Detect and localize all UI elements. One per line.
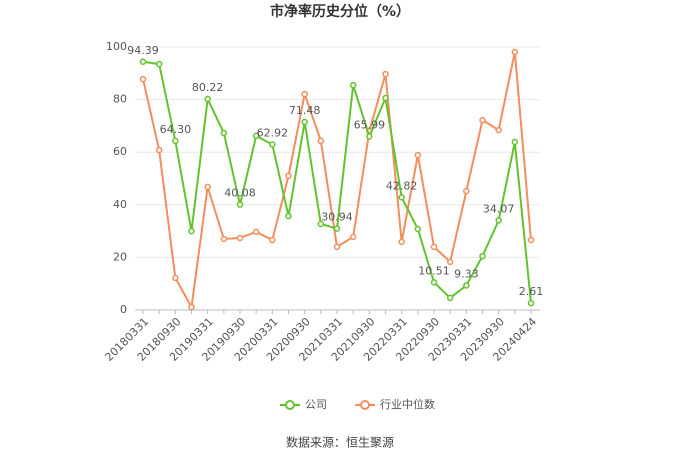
point bbox=[398, 194, 405, 201]
point bbox=[382, 70, 389, 78]
point bbox=[301, 118, 308, 126]
point bbox=[430, 279, 438, 286]
point bbox=[349, 81, 357, 89]
point bbox=[172, 137, 179, 145]
point bbox=[252, 228, 260, 236]
y-tick-label: 20 bbox=[113, 250, 127, 263]
point bbox=[252, 132, 260, 140]
point bbox=[285, 172, 292, 180]
point bbox=[511, 48, 519, 56]
point bbox=[155, 60, 163, 68]
y-tick-label: 100 bbox=[106, 40, 127, 53]
point bbox=[155, 146, 163, 154]
data-label: 65.99 bbox=[354, 118, 386, 131]
point bbox=[527, 299, 535, 307]
point bbox=[139, 58, 147, 66]
data-label: 71.48 bbox=[289, 104, 321, 117]
point bbox=[446, 294, 454, 302]
point bbox=[349, 233, 357, 241]
point bbox=[511, 138, 519, 146]
point bbox=[463, 187, 470, 195]
point bbox=[495, 126, 502, 134]
point bbox=[301, 90, 308, 98]
point bbox=[366, 133, 373, 140]
data-label: 40.08 bbox=[224, 187, 256, 200]
y-tick-label: 60 bbox=[113, 145, 127, 158]
source: 数据来源：恒生聚源 bbox=[286, 435, 394, 450]
y-tick-label: 0 bbox=[120, 303, 127, 316]
point bbox=[430, 243, 438, 251]
legend-marker bbox=[360, 400, 370, 410]
point bbox=[204, 183, 211, 191]
point bbox=[446, 258, 454, 266]
point bbox=[527, 236, 535, 244]
point bbox=[285, 212, 292, 220]
data-label: 80.22 bbox=[192, 81, 224, 94]
data-label: 10.51 bbox=[418, 264, 450, 277]
data-label: 30.94 bbox=[321, 211, 353, 224]
point bbox=[414, 225, 422, 233]
point bbox=[236, 234, 244, 242]
point bbox=[317, 137, 325, 145]
point bbox=[414, 151, 422, 159]
point bbox=[220, 129, 228, 137]
point bbox=[495, 217, 502, 224]
point bbox=[398, 238, 405, 246]
point bbox=[333, 225, 341, 232]
data-label: 2.61 bbox=[519, 285, 544, 298]
point bbox=[139, 75, 147, 83]
legend-marker bbox=[285, 400, 295, 410]
point bbox=[479, 116, 486, 124]
point bbox=[172, 274, 179, 282]
data-label: 34.07 bbox=[483, 202, 515, 215]
point bbox=[479, 252, 486, 260]
point bbox=[188, 227, 195, 235]
legend-label: 行业中位数 bbox=[380, 397, 435, 411]
legend-label: 公司 bbox=[305, 398, 327, 411]
y-tick-label: 80 bbox=[113, 93, 127, 106]
data-label: 42.82 bbox=[386, 179, 418, 192]
point bbox=[269, 141, 276, 148]
point bbox=[188, 303, 195, 311]
point bbox=[220, 235, 228, 243]
data-label: 9.33 bbox=[454, 267, 479, 280]
y-tick-label: 40 bbox=[113, 198, 127, 211]
point bbox=[204, 95, 211, 103]
point bbox=[269, 236, 276, 244]
data-label: 64.30 bbox=[160, 123, 192, 136]
point bbox=[382, 94, 389, 102]
point bbox=[317, 220, 325, 228]
data-label: 62.92 bbox=[257, 127, 289, 140]
point bbox=[236, 201, 244, 208]
point bbox=[463, 282, 470, 289]
point bbox=[333, 243, 341, 251]
data-label: 94.39 bbox=[127, 44, 159, 57]
chart-title: 市净率历史分位（%） bbox=[270, 3, 410, 20]
